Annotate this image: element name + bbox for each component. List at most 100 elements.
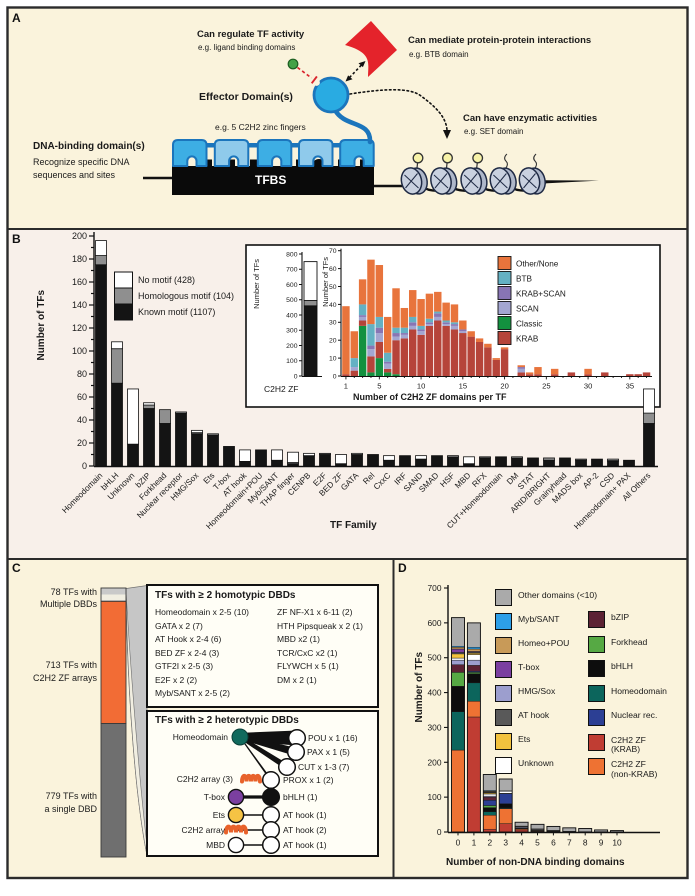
panel-d-legend-item: HMG/Sox xyxy=(495,685,555,702)
bar-ets xyxy=(207,433,219,467)
pair-right-label: bHLH (1) xyxy=(283,791,318,802)
inset-bar-segment xyxy=(342,306,350,375)
panel-d-bar-segment xyxy=(483,815,497,830)
inset-left-tick-label: 600 xyxy=(286,282,298,289)
inset-left-ylabel: Number of TFs xyxy=(252,259,262,309)
inset-bar-segment xyxy=(467,331,475,337)
bar-segment xyxy=(207,433,219,436)
panel-d-chart: 0 100 200 300 400 500 600 700 0 1 2 3 4 5 6 7 8 9 10 xyxy=(428,583,660,848)
bar-mads-box xyxy=(575,458,587,467)
bar-thap-finger xyxy=(287,451,299,467)
inset-bar-x35 xyxy=(626,374,634,376)
bar-segment xyxy=(575,458,587,461)
panel-d-bar-segment xyxy=(498,778,513,792)
homotypic-col1-item: E2F x 2 (2) xyxy=(155,674,198,685)
inset-bar-segment xyxy=(434,311,442,314)
inset-bar-segment xyxy=(517,367,525,369)
inset-bar-x3 xyxy=(358,279,367,376)
dna-binding-domains-title: DNA-binding domain(s) xyxy=(33,141,145,152)
inset-legend-swatch xyxy=(497,271,512,285)
inset-bar-x1 xyxy=(342,306,350,376)
inset-bar-segment xyxy=(534,367,542,375)
bar-segment xyxy=(447,456,459,467)
bar-sand xyxy=(415,455,427,467)
histone-tail-squiggle xyxy=(533,153,538,169)
bar-segment xyxy=(111,341,123,350)
bar-segment xyxy=(255,449,267,467)
hub-link xyxy=(239,736,272,781)
panel-d-legend-swatch xyxy=(495,613,512,630)
inset-right-tick-label: 0 xyxy=(333,373,337,380)
panel-d-legend-item: Homeodomain xyxy=(588,684,667,702)
panel-d-y-tick-label: 500 xyxy=(428,653,442,663)
panel-d-legend-item: Other domains (<10) xyxy=(495,589,597,606)
inset-bar-segment xyxy=(375,327,384,334)
panel-d-xlabel: Number of non-DNA binding domains xyxy=(446,857,625,868)
inset-bar-segment xyxy=(442,325,450,376)
inset-bar-segment xyxy=(358,325,367,376)
inset-left-tick-label: 300 xyxy=(286,328,298,335)
inset-legend-label: Other/None xyxy=(516,260,559,269)
bar-nuclear-receptor xyxy=(175,411,187,467)
panel-d-y-tick-label: 0 xyxy=(437,827,442,837)
inset-bar-segment xyxy=(350,370,358,376)
bar-smad xyxy=(431,455,443,467)
inset-bar-segment xyxy=(550,374,559,376)
panel-d-x-tick-label: 6 xyxy=(551,838,556,848)
inset-bar-segment xyxy=(383,372,392,376)
heterotypic-target-label: PAX x 1 (5) xyxy=(307,746,350,757)
nucleosome-cross-2 xyxy=(434,173,448,189)
panel-d-bar-3 xyxy=(498,778,513,833)
panel-d-bar-segment xyxy=(483,796,497,801)
inset-left-tick-label: 500 xyxy=(286,297,298,304)
inset-left-tick-label: 0 xyxy=(294,373,298,380)
effector-domain-circle xyxy=(312,76,350,114)
bar-stat xyxy=(527,457,539,467)
panel-d-bar-segment xyxy=(451,686,465,712)
bar-all-others xyxy=(643,388,655,467)
inset-bar-segment xyxy=(584,368,592,375)
panel-d-legend-label: C2H2 ZF (non-KRAB) xyxy=(611,759,658,779)
inset-right-tick-label: 10 xyxy=(329,356,337,363)
inset-bar-segment xyxy=(475,341,484,376)
panel-d-bar-segment xyxy=(483,805,497,808)
inset-bar-segment xyxy=(358,316,367,321)
inset-x-tick-label: 5 xyxy=(377,382,381,391)
bar-segment xyxy=(191,433,203,467)
homotypic-col1-item: BED ZF x 2-4 (3) xyxy=(155,647,220,658)
bar-homeodomain-pou xyxy=(255,449,267,467)
inset-bar-segment xyxy=(459,333,467,376)
panel-d-bar-outline xyxy=(451,617,465,833)
panel-d-bar-segment xyxy=(451,672,465,687)
panel-d-bar-segment xyxy=(498,823,513,833)
panel-d-bar-segment xyxy=(530,824,545,830)
panel-d-bar-6 xyxy=(546,825,561,833)
homotypic-col2-item: FLYWCH x 5 (1) xyxy=(277,661,339,671)
bar-homeodomain xyxy=(95,240,107,467)
inset-bar-segment xyxy=(425,324,434,326)
panel-d-bar-segment xyxy=(467,682,481,702)
panel-d-bar-4 xyxy=(514,821,529,833)
inset-x-tick-label: 20 xyxy=(500,382,508,391)
inset-bar-x14 xyxy=(450,304,459,376)
inset-bar-segment xyxy=(400,338,409,376)
inset-bar-segment xyxy=(409,316,417,323)
panel-d-legend-item: C2H2 ZF (non-KRAB) xyxy=(588,758,657,780)
panel-d-bar-outline xyxy=(562,827,577,833)
bar-segment xyxy=(591,458,603,467)
panel-d-legend-item: T-box xyxy=(495,661,540,678)
panel-d-bar-7 xyxy=(562,827,577,833)
inset-bar-segment xyxy=(409,290,417,317)
histone-mark-dot xyxy=(442,152,453,164)
panel-d-bar-segment xyxy=(451,659,465,665)
bar-segment xyxy=(643,412,655,424)
inset-bar-segment xyxy=(367,356,375,373)
inset-bar-segment xyxy=(500,349,509,376)
bar-segment xyxy=(383,459,395,467)
enzymatic-dotted-arrow xyxy=(349,89,448,131)
target-node xyxy=(286,742,306,762)
btb-ribbon xyxy=(345,21,397,77)
homotypic-col2-item: ZF NF-X1 x 6-11 (2) xyxy=(277,607,353,617)
panel-d-legend-swatch xyxy=(495,757,512,774)
inset-bar-segment xyxy=(342,374,350,376)
